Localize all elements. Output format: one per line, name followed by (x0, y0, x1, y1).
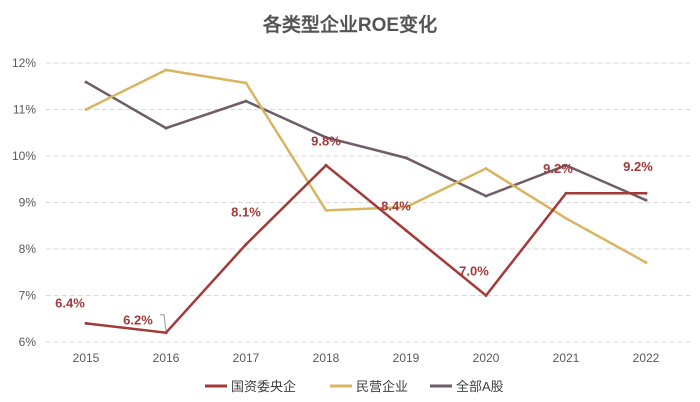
data-point (244, 242, 248, 246)
series-line-1 (85, 163, 646, 335)
x-tick-label: 2020 (473, 351, 500, 365)
y-tick-label: 7% (19, 289, 37, 303)
data-label: 8.4% (381, 198, 411, 213)
y-tick-label: 12% (12, 56, 36, 70)
x-tick-label: 2018 (313, 351, 340, 365)
data-label: 9.8% (311, 133, 341, 148)
data-point (244, 99, 248, 103)
x-tick-label: 2016 (153, 351, 180, 365)
chart-title: 各类型企业ROE变化 (262, 15, 438, 36)
data-label: 9.2% (623, 159, 653, 174)
data-point (404, 228, 408, 232)
data-point (484, 194, 488, 198)
data-point (164, 331, 168, 335)
legend-label: 全部A股 (456, 379, 504, 394)
data-point (564, 216, 568, 220)
x-tick-label: 2015 (73, 351, 100, 365)
data-point (164, 68, 168, 72)
data-point (164, 126, 168, 130)
data-label: 9.2% (543, 161, 573, 176)
data-point (324, 163, 328, 167)
data-point (84, 321, 88, 325)
data-label: 6.2% (123, 313, 153, 328)
data-label: 7.0% (459, 264, 489, 279)
data-point (484, 167, 488, 171)
data-point (84, 108, 88, 111)
y-tick-label: 9% (19, 196, 37, 210)
data-label: 8.1% (231, 204, 261, 219)
x-tick-label: 2022 (633, 351, 660, 365)
data-point (84, 80, 88, 84)
data-point (324, 135, 328, 139)
y-tick-label: 10% (12, 149, 36, 163)
data-point (644, 260, 648, 264)
x-tick-label: 2021 (553, 351, 580, 365)
data-point (644, 198, 648, 202)
series-line-3 (85, 80, 647, 202)
data-label: 6.4% (55, 295, 85, 310)
y-tick-label: 11% (13, 103, 36, 117)
data-point (244, 81, 248, 85)
legend-label: 民营企业 (356, 379, 408, 394)
data-point (324, 208, 328, 212)
x-tick-label: 2017 (233, 351, 260, 365)
y-tick-label: 8% (19, 242, 37, 256)
data-point (564, 163, 568, 167)
leader-line (160, 314, 167, 331)
data-point (484, 294, 488, 297)
y-tick-label: 6% (19, 335, 37, 349)
data-point (644, 191, 648, 195)
legend-label: 国资委央企 (231, 379, 296, 394)
data-point (564, 191, 568, 195)
data-point (404, 156, 408, 160)
x-tick-label: 2019 (393, 351, 420, 365)
data-point (404, 205, 408, 209)
